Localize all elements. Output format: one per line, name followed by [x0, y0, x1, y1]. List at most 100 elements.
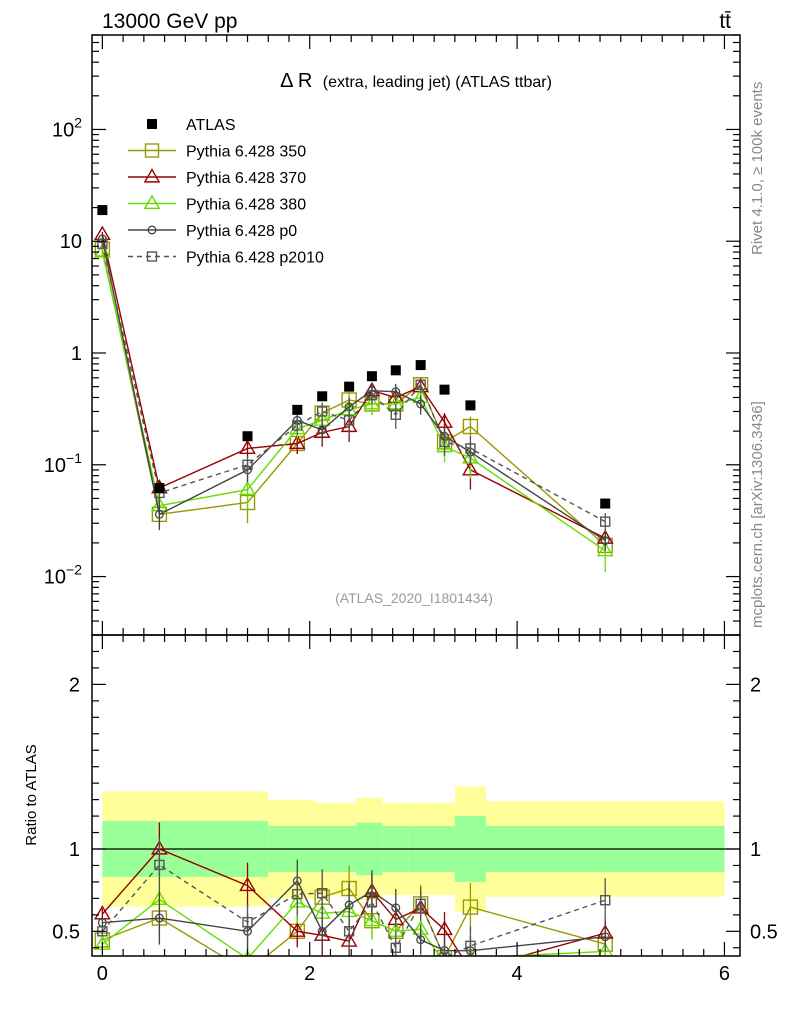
- series-pythia-6-428-p2010-ratio-point: [390, 942, 401, 953]
- series-pythia-6-428-380-point: [94, 243, 111, 258]
- series-pythia-6-428-p2010-ratio-point: [154, 859, 165, 871]
- atlas-data-point: [465, 400, 476, 411]
- series-pythia-6-428-370-ratio-point: [463, 963, 477, 975]
- ratio-y-tick-label-right: 2: [750, 674, 761, 696]
- series-pythia-6-428-p2010-ratio-point: [439, 952, 450, 956]
- series-pythia-6-428-380-point: [363, 395, 381, 410]
- series-pythia-6-428-p0-point: [416, 399, 426, 409]
- series-pythia-6-428-p2010-ratio-point: [415, 898, 426, 910]
- ratio-y-tick-label: 2: [69, 674, 80, 696]
- legend-pythia-6-428-380: Pythia 6.428 380: [128, 194, 306, 214]
- plot-title: Δ R (extra, leading jet) (ATLAS ttbar): [280, 70, 552, 92]
- series-pythia-6-428-p0-ratio-point: [154, 913, 164, 923]
- series-pythia-6-428-380-main: [94, 243, 614, 572]
- atlas-data-point: [154, 482, 165, 493]
- legend-pythia-6-428-370: Pythia 6.428 370: [128, 168, 306, 187]
- legend-pythia-6-428-p2010-marker: [146, 251, 158, 262]
- axes: 0 2 4 6 10−2 10−1 1 10 102 0.5 0.5 1 1 2 2: [44, 34, 778, 985]
- x-tick-label: 0: [97, 963, 108, 985]
- legend-pythia-6-428-p2010-label: Pythia 6.428 p2010: [186, 250, 324, 267]
- legend-pythia-6-428-p2010: Pythia 6.428 p2010: [128, 250, 324, 267]
- legend-pythia-6-428-380-label: Pythia 6.428 380: [186, 197, 306, 214]
- y-tick-label: 1: [71, 343, 82, 365]
- legend: ATLAS Pythia 6.428 350 Pythia 6.428 370 Pyt…: [128, 117, 324, 267]
- series-pythia-6-428-370-point: [288, 434, 306, 450]
- ratio-y-tick-label: 0.5: [52, 921, 80, 943]
- series-pythia-6-428-p2010-point: [415, 379, 426, 390]
- legend-atlas-label: ATLAS: [186, 117, 236, 134]
- series-pythia-6-428-p0-ratio-point: [344, 900, 354, 910]
- series-pythia-6-428-p2010-point: [316, 406, 328, 417]
- series-pythia-6-428-p2010-ratio-point: [343, 926, 355, 937]
- ratio-axis-label: Ratio to ATLAS: [23, 744, 40, 845]
- atlas-data-point: [242, 431, 253, 442]
- series-pythia-6-428-p2010-point: [439, 436, 450, 448]
- legend-pythia-6-428-p0-label: Pythia 6.428 p0: [186, 223, 297, 240]
- series-pythia-6-428-350-line: [101, 248, 606, 546]
- legend-pythia-6-428-370-label: Pythia 6.428 370: [186, 170, 306, 187]
- y-tick-label: 10−1: [44, 450, 82, 477]
- series-pythia-6-428-350-ratio-point: [241, 965, 255, 979]
- x-tick-label: 4: [512, 963, 523, 985]
- series-pythia-6-428-p2010-point: [242, 459, 253, 470]
- series-pythia-6-428-380-point: [239, 480, 256, 496]
- series-pythia-6-428-380-ratio-line: [101, 898, 606, 956]
- legend-pythia-6-428-350: Pythia 6.428 350: [128, 143, 306, 161]
- series-pythia-6-428-370-ratio-point: [239, 876, 256, 892]
- x-tick-label: 2: [304, 963, 315, 985]
- series-pythia-6-428-p0-point: [600, 536, 610, 546]
- series-pythia-6-428-380-ratio-point: [443, 953, 446, 956]
- rivet-version-label: Rivet 4.1.0, ≥ 100k events: [749, 82, 766, 255]
- series-pythia-6-428-380-point: [596, 541, 614, 557]
- series-pythia-6-428-370-ratio-point: [288, 922, 306, 937]
- series-pythia-6-428-p2010-point: [97, 238, 108, 249]
- series-pythia-6-428-370-line: [101, 234, 606, 539]
- x-tick-label: 6: [719, 963, 730, 985]
- legend-pythia-6-428-350-label: Pythia 6.428 350: [186, 144, 306, 161]
- y-tick-label: 102: [52, 114, 82, 141]
- atlas-data-point: [366, 371, 377, 382]
- series-pythia-6-428-p2010-ratio-point: [465, 940, 476, 952]
- atlas-data-point: [415, 360, 426, 371]
- main-panel: [94, 205, 614, 572]
- series-pythia-6-428-p2010-main: [97, 238, 611, 533]
- atlas-data-point: [292, 404, 303, 415]
- series-pythia-6-428-p2010-point: [292, 420, 303, 431]
- series-pythia-6-428-p2010-point: [343, 415, 355, 426]
- legend-atlas: ATLAS: [147, 117, 236, 134]
- plot-title-main: Δ R: [280, 70, 312, 92]
- series-pythia-6-428-p2010-point: [465, 443, 476, 454]
- atlas-data-point: [97, 205, 108, 216]
- legend-pythia-6-428-p0: Pythia 6.428 p0: [128, 223, 297, 240]
- series-pythia-6-428-p0-point: [317, 425, 327, 435]
- series-atlas-data: [97, 205, 611, 509]
- series-pythia-6-428-p0-point: [391, 387, 401, 397]
- atlas-data-point: [317, 391, 328, 402]
- series-pythia-6-428-370-point: [239, 439, 256, 455]
- collision-label: 13000 GeV pp: [102, 10, 237, 33]
- atlas-data-point: [600, 498, 611, 509]
- ratio-y-tick-label-right: 0.5: [750, 921, 778, 943]
- ratio-y-tick-label-right: 1: [750, 839, 761, 861]
- series-pythia-6-428-p2010-ratio-point: [600, 895, 611, 906]
- legend-pythia-6-428-380-marker: [143, 194, 161, 210]
- series-pythia-6-428-p2010-ratio-point: [316, 887, 328, 899]
- ratio-frame: [91, 634, 741, 957]
- series-pythia-6-428-p0-ratio-point: [600, 932, 610, 942]
- series-pythia-6-428-p2010-point: [366, 389, 378, 401]
- plot-title-sub: (extra, leading jet) (ATLAS ttbar): [323, 74, 552, 91]
- ratio-y-tick-label: 1: [69, 839, 80, 861]
- legend-pythia-6-428-p0-marker: [147, 225, 157, 235]
- y-tick-label: 10: [60, 231, 82, 253]
- series-pythia-6-428-p0-ratio-point: [416, 935, 426, 945]
- series-pythia-6-428-380-ratio-point: [363, 911, 381, 927]
- legend-atlas-marker: [147, 119, 157, 129]
- series-pythia-6-428-p2010-ratio-point: [292, 888, 303, 900]
- legend-pythia-6-428-370-marker: [143, 168, 161, 183]
- legend-pythia-6-428-350-marker: [144, 143, 160, 158]
- series-pythia-6-428-370-ratio-point: [436, 920, 453, 936]
- series-pythia-6-428-350-ratio-point: [462, 899, 479, 915]
- analysis-label: (ATLAS_2020_I1801434): [335, 590, 493, 606]
- series-pythia-6-428-350-point: [462, 418, 479, 435]
